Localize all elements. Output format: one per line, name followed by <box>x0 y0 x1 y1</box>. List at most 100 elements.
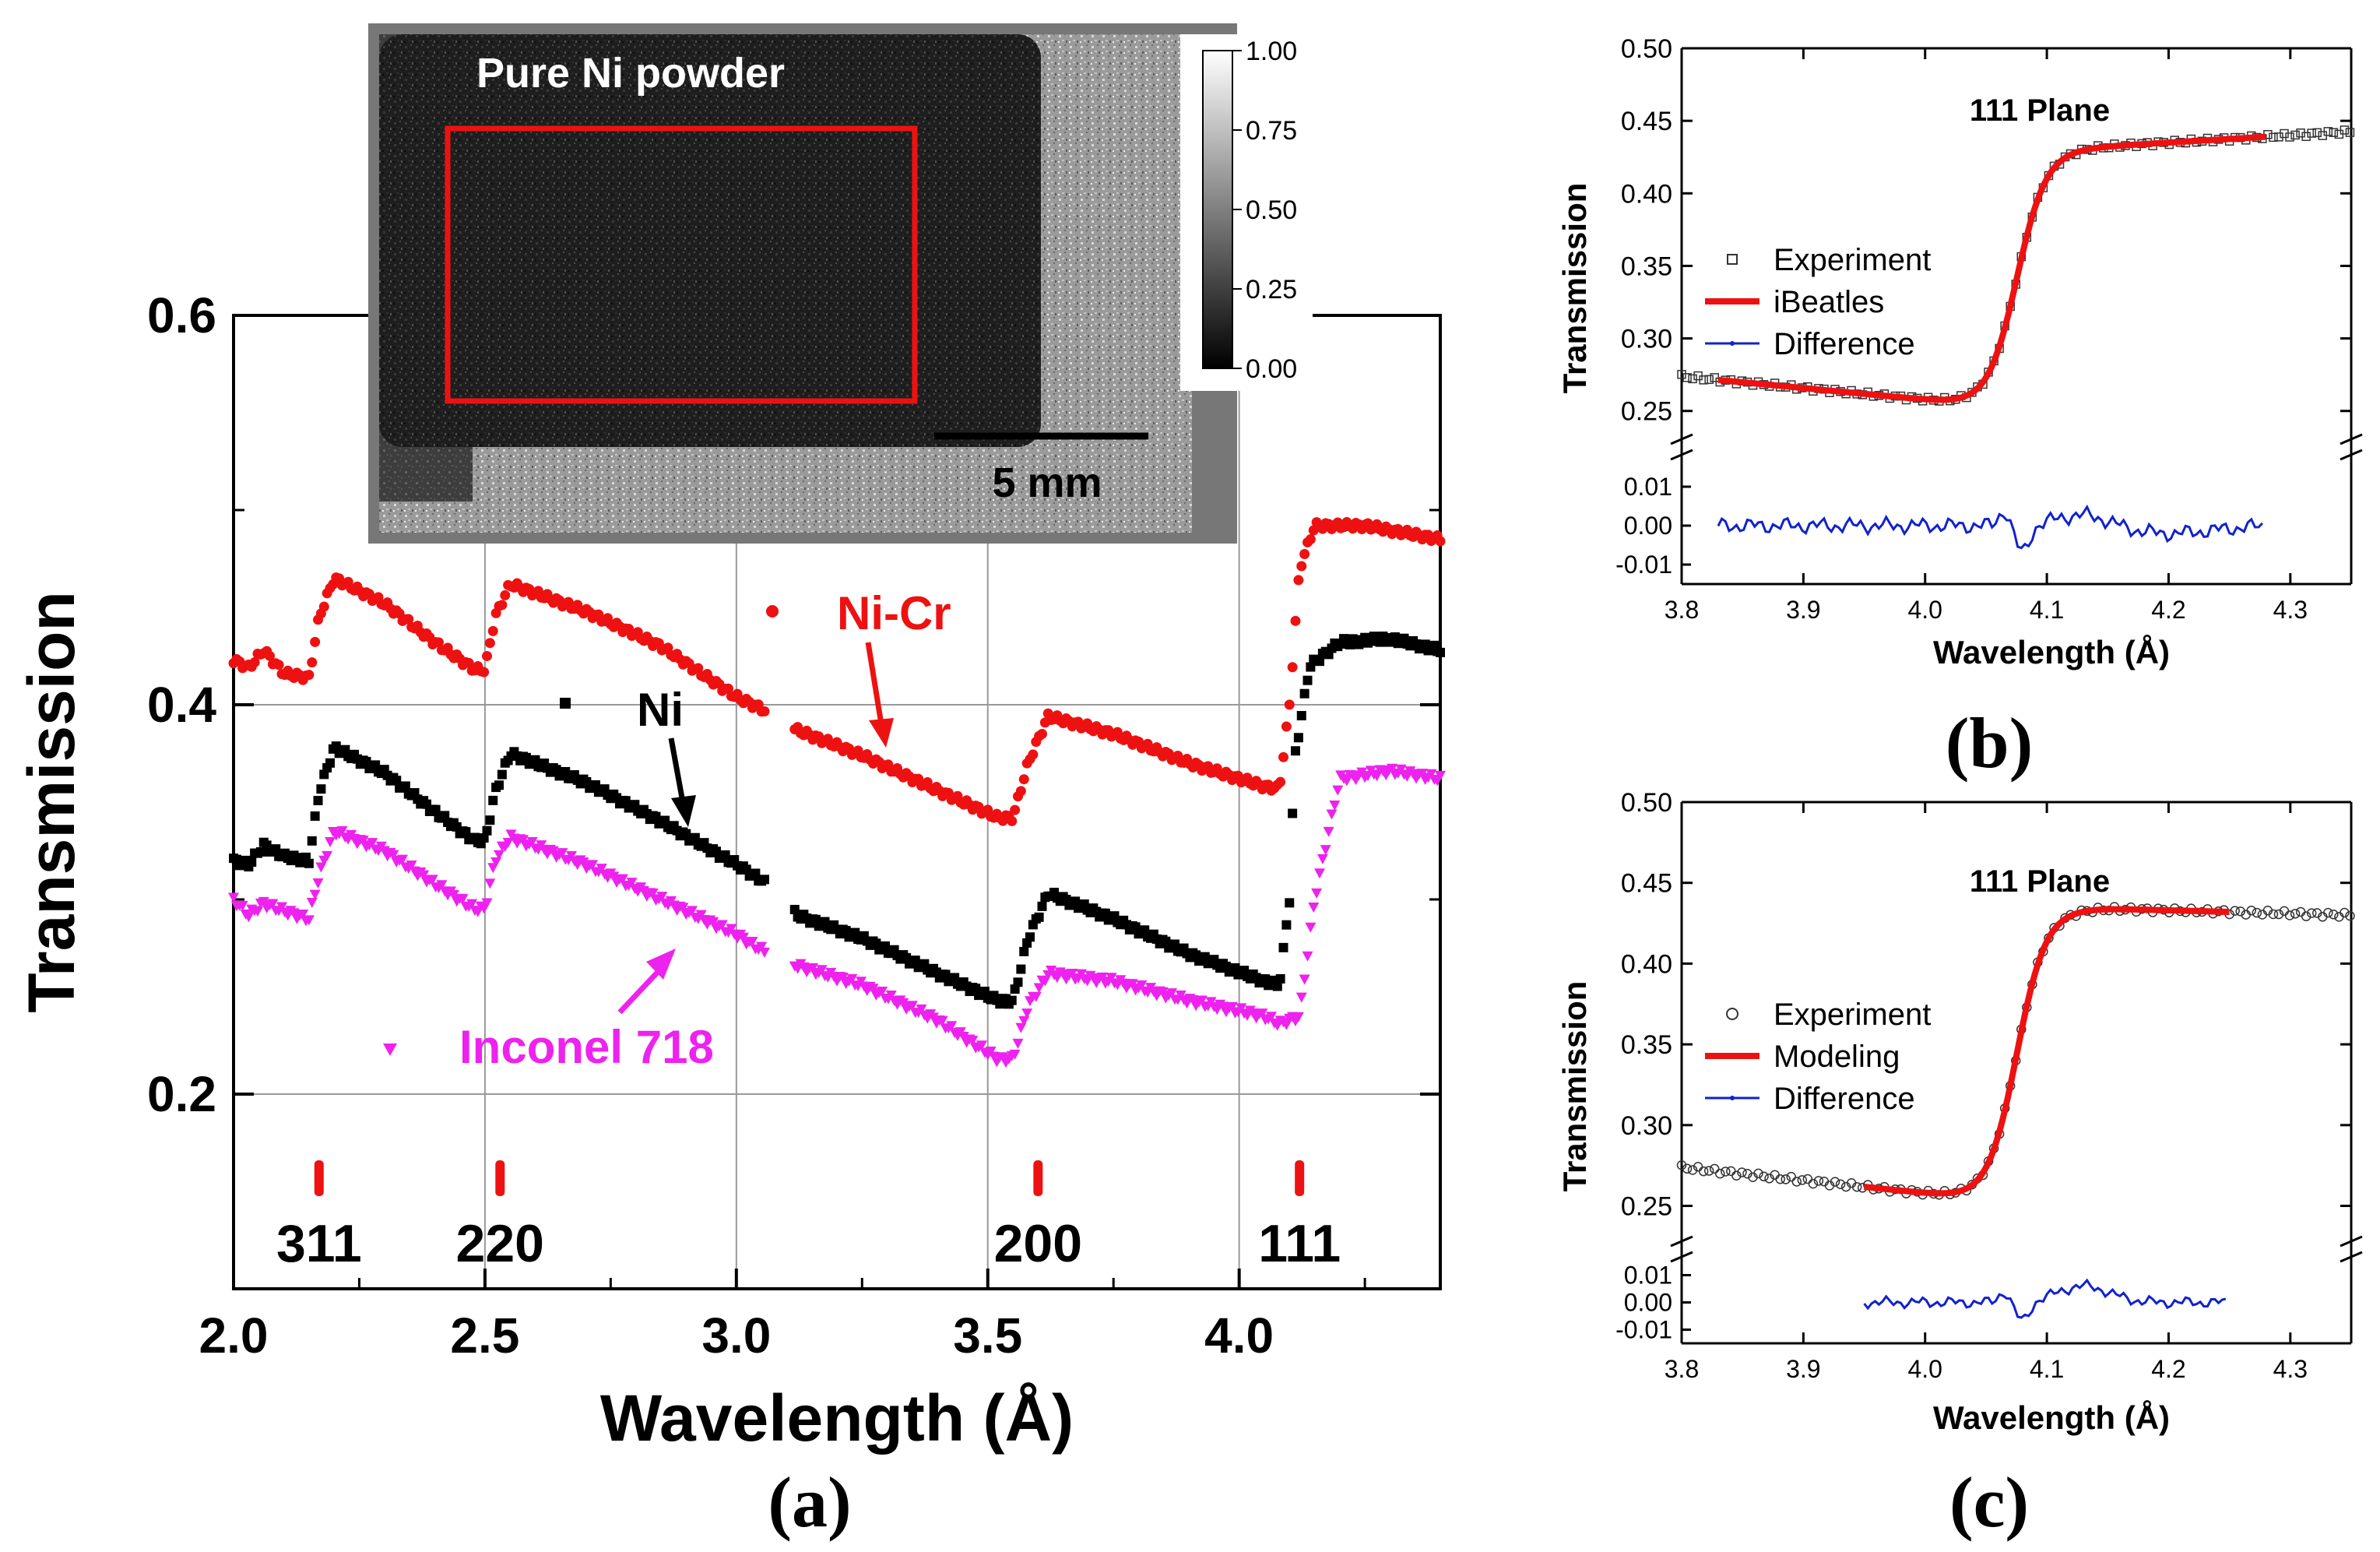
ni-point <box>304 858 314 868</box>
inconel-point <box>967 1036 979 1047</box>
inconel-point <box>276 902 287 913</box>
bragg-label-111: 111 <box>1258 1214 1341 1273</box>
inconel-point <box>1308 903 1320 913</box>
inconel-point <box>867 984 879 994</box>
panel-b-experiment-point <box>1677 370 1686 379</box>
panel-b-x-axis-label: Wavelength (Å) <box>1933 634 2170 670</box>
panel-c-experiment-point <box>2246 905 2257 916</box>
inconel-point <box>1332 785 1344 796</box>
inconel-point <box>1257 1008 1268 1019</box>
panel-b-experiment-point <box>2290 130 2300 140</box>
panel-c-title: 111 Plane <box>1970 864 2110 899</box>
ni-cr-point <box>1007 815 1018 826</box>
panel-c-experiment-point <box>1709 1163 1720 1174</box>
panel-c-axis-break-mark <box>1670 1251 1693 1263</box>
ni-point <box>494 780 504 790</box>
inconel-point <box>816 965 828 976</box>
inconel-point <box>759 948 770 959</box>
inset-sample-shadow <box>379 34 473 501</box>
inconel-point <box>252 906 263 917</box>
panel-c-axis-break-mark <box>1670 1235 1693 1248</box>
inconel-point <box>457 894 469 905</box>
ni-point <box>720 850 730 860</box>
panel-b-legend-swatch <box>1727 254 1738 265</box>
inconel-point <box>937 1015 948 1026</box>
inconel-point <box>518 835 529 846</box>
panel-c-legend-label-modeling: Modeling <box>1774 1040 1900 1074</box>
inconel-point <box>1292 1012 1304 1022</box>
inconel-point <box>578 857 589 868</box>
ni-point <box>1288 808 1298 818</box>
inconel-point <box>687 906 698 917</box>
panel-c-plot: 3.8 3.9 4.0 4.1 4.2 4.3 0.25 0.30 0.35 0.40 0.45 0.… <box>1615 788 2363 1383</box>
inconel-point <box>596 864 607 875</box>
panel-c-caption: (c) <box>1949 1462 2029 1542</box>
inconel-point <box>297 909 309 920</box>
inconel-point <box>1166 988 1178 999</box>
panel-c-experiment-point <box>2306 908 2317 918</box>
inconel-point <box>647 889 659 899</box>
inset-scale-label: 5 mm <box>992 459 1102 506</box>
inconel-point <box>726 924 737 934</box>
panel-a-x-tick-label: 3.0 <box>701 1307 771 1364</box>
ni-cr-point <box>273 660 284 670</box>
panel-c-experiment-point <box>2301 911 2311 921</box>
inconel-point <box>885 990 897 1001</box>
panel-c-diff-y-tick-label: -0.01 <box>1615 1316 1672 1344</box>
panel-c-experiment-point <box>1726 1166 1736 1177</box>
series-ni-cr <box>228 517 1446 826</box>
panel-a-x-tick-label: 4.0 <box>1204 1307 1274 1364</box>
inconel-point <box>617 874 628 885</box>
ni-point <box>591 780 600 790</box>
panel-b-experiment-point <box>2301 132 2311 142</box>
panel-c-experiment-point <box>2345 910 2355 921</box>
ni-point <box>881 941 890 951</box>
annotation-ni: Ni <box>560 684 696 827</box>
panel-b-diff-y-tick-label: 0.01 <box>1624 473 1672 501</box>
panel-b-y-tick-label: 0.30 <box>1621 325 1672 354</box>
inconel-point <box>357 836 369 846</box>
bragg-marker-200 <box>1033 1160 1043 1196</box>
ni-point <box>1007 995 1017 1005</box>
panel-c-legend-swatch-dot <box>1730 1096 1735 1100</box>
panel-c-experiment-point <box>1753 1168 1763 1179</box>
colorbar <box>1202 50 1233 369</box>
panel-c-experiment-point <box>2329 910 2339 920</box>
panel-c-y-tick-label: 0.40 <box>1621 949 1672 979</box>
panel-c-y-axis-label: Transmission <box>1556 981 1593 1192</box>
panel-b-legend-label-ibeatles: iBeatles <box>1774 285 1884 319</box>
inconel-point <box>976 1040 987 1051</box>
panel-c-experiment-point <box>1808 1178 1819 1189</box>
ni-point <box>316 784 326 794</box>
inconel-point <box>1426 769 1437 780</box>
ni-point <box>431 804 441 815</box>
inconel-point <box>1067 968 1078 979</box>
inconel-point <box>1387 763 1397 774</box>
ni-cr-point <box>434 637 444 648</box>
ni-legend-marker <box>560 698 571 709</box>
ni-cr-point <box>500 589 511 600</box>
ni-cr-point <box>1281 721 1292 732</box>
colorbar-tick-label: 0.00 <box>1246 354 1297 384</box>
ni-point <box>760 875 769 885</box>
ni-cr-label: Ni-Cr <box>837 587 951 639</box>
ni-point <box>1019 946 1029 956</box>
ni-cr-point <box>484 638 495 649</box>
inconel-point <box>1018 1015 1030 1026</box>
inconel-point <box>837 972 849 983</box>
ni-point <box>1299 688 1310 699</box>
panel-c-experiment-point <box>2323 907 2333 918</box>
panel-c-experiment-point <box>2284 910 2295 920</box>
panel-c-experiment-point <box>2252 907 2262 918</box>
ni-point <box>1278 942 1288 952</box>
panel-b-x-tick-label: 4.3 <box>2273 596 2308 624</box>
inconel-point <box>1356 767 1368 778</box>
panel-c-experiment-point <box>1797 1175 1808 1185</box>
ni-point <box>1302 675 1313 685</box>
inconel-point <box>1226 1001 1238 1012</box>
panel-c-experiment-point <box>1791 1177 1802 1187</box>
bragg-marker-111 <box>1295 1160 1305 1196</box>
panel-b-x-tick-label: 3.8 <box>1665 596 1699 624</box>
panel-b-experiment-point <box>2345 128 2355 137</box>
inconel-point <box>1305 922 1317 933</box>
